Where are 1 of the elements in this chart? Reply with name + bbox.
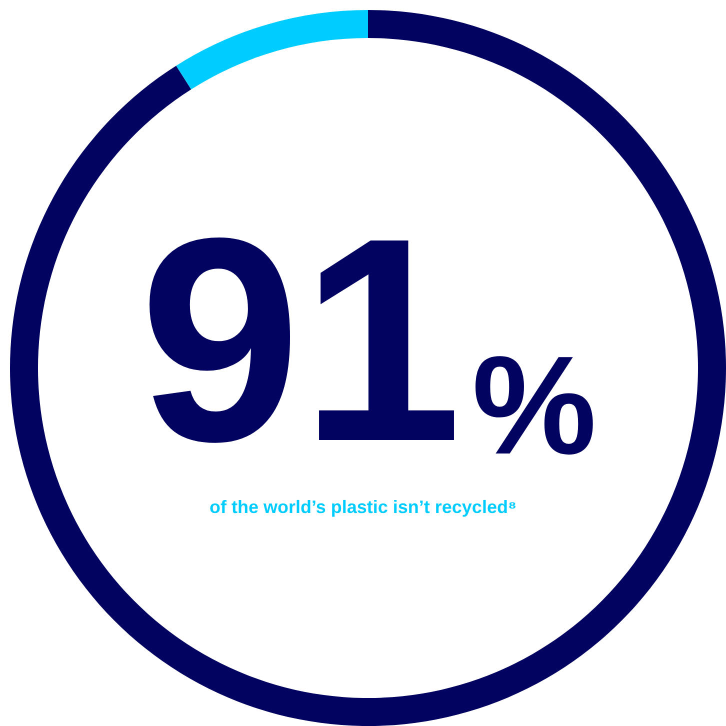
text: of the world’s plastic isn’t recycled⁸ [210, 497, 516, 517]
